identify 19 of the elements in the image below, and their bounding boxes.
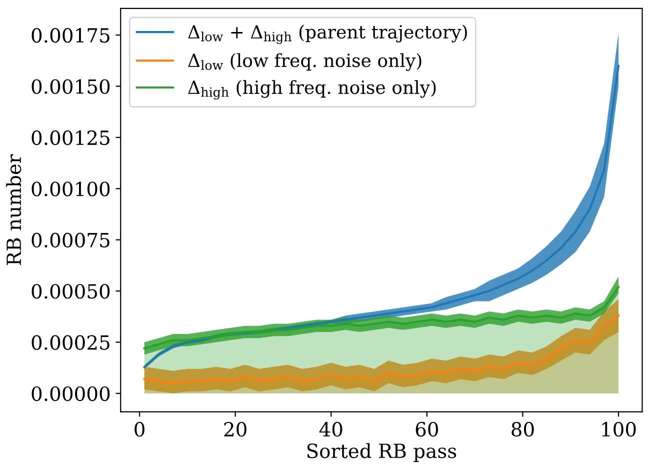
y-tick-label: 0.00175 <box>32 28 110 43</box>
y-tick-label: 0.00050 <box>32 284 110 299</box>
x-tick-label: 40 <box>319 422 342 437</box>
y-axis-title: RB number <box>6 154 22 265</box>
x-tick-label: 80 <box>512 422 534 437</box>
legend-label: Δ$_{low}$ + Δ$_{high}$ (parent trajectory) <box>188 24 467 44</box>
x-tick-label: 60 <box>416 422 438 437</box>
y-tick-label: 0.00000 <box>32 386 110 402</box>
y-tick-label: 0.00125 <box>32 130 110 146</box>
x-axis-title: Sorted RB pass <box>307 443 456 462</box>
y-tick-label: 0.00075 <box>32 232 110 248</box>
legend-label: Δ$_{high}$ (high freq. noise only) <box>188 80 436 100</box>
x-tick-label: 0 <box>134 422 144 437</box>
x-tick-label: 100 <box>602 422 636 437</box>
y-tick-label: 0.00025 <box>32 335 110 350</box>
x-tick-label: 20 <box>224 422 246 437</box>
y-tick-label: 0.00150 <box>32 79 110 94</box>
y-tick-label: 0.00100 <box>32 182 110 196</box>
legend-label: Δ$_{low}$ (low freq. noise only) <box>188 53 422 71</box>
